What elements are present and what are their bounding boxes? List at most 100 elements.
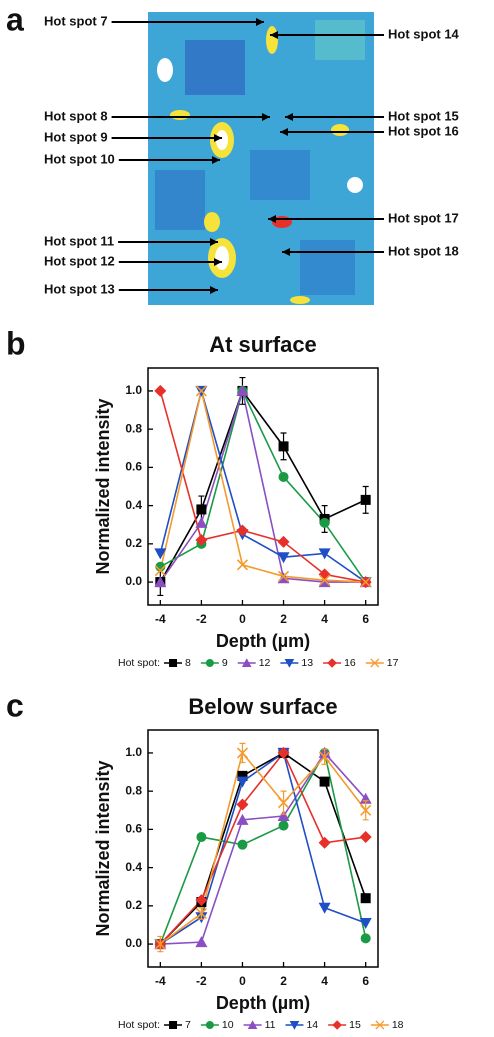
y-axis-label: Normalized intensity xyxy=(93,398,113,574)
x-tick-label: 4 xyxy=(321,612,328,626)
marker xyxy=(236,524,249,537)
x-tick-label: 6 xyxy=(362,612,369,626)
marker xyxy=(237,839,248,850)
marker xyxy=(236,798,249,811)
marker xyxy=(236,559,249,571)
legend-marker xyxy=(241,658,252,667)
x-tick-label: -2 xyxy=(196,974,207,988)
heatmap-spot xyxy=(170,110,190,120)
chart-title: At surface xyxy=(209,332,317,357)
arrow-head xyxy=(210,286,218,294)
series-line xyxy=(159,389,367,583)
legend-marker xyxy=(327,658,337,668)
y-tick-label: 1.0 xyxy=(125,745,142,759)
marker xyxy=(319,776,330,787)
legend-label: 15 xyxy=(349,1019,361,1031)
legend-marker xyxy=(247,1020,258,1029)
y-tick-label: 0.8 xyxy=(125,783,142,797)
plot-frame xyxy=(147,729,379,968)
heatmap-spot xyxy=(215,246,229,270)
marker xyxy=(278,471,289,482)
marker xyxy=(277,552,290,564)
marker xyxy=(359,918,372,930)
arrow-head xyxy=(282,248,290,256)
marker xyxy=(360,933,371,944)
legend-label: 9 xyxy=(222,657,228,669)
marker xyxy=(236,384,249,396)
y-axis-label: Normalized intensity xyxy=(93,760,113,936)
marker xyxy=(277,797,290,809)
marker xyxy=(154,938,166,950)
marker xyxy=(195,894,208,907)
legend-label: 10 xyxy=(222,1019,234,1031)
series-line xyxy=(159,751,367,945)
hot-spot-label: Hot spot 15 xyxy=(388,108,459,123)
marker xyxy=(237,770,248,781)
marker xyxy=(196,504,207,515)
heatmap-spot xyxy=(157,58,173,82)
heatmap-patch xyxy=(155,170,205,230)
legend-marker xyxy=(375,1020,385,1030)
legend-label: 11 xyxy=(265,1019,276,1031)
x-tick-label: 0 xyxy=(239,974,246,988)
series-line xyxy=(159,387,366,583)
legend-label: 17 xyxy=(387,657,399,669)
arrow-head xyxy=(214,258,222,266)
hot-spot-label: Hot spot 10 xyxy=(44,151,115,166)
series-line xyxy=(159,751,366,945)
marker xyxy=(277,535,290,548)
hot-spot-label: Hot spot 7 xyxy=(44,13,108,28)
marker xyxy=(319,517,330,528)
legend-marker xyxy=(169,659,178,667)
heatmap-patch xyxy=(250,150,310,200)
hot-spot-label: Hot spot 9 xyxy=(44,129,108,144)
legend-label: 8 xyxy=(185,657,191,669)
hot-spot-label: Hot spot 14 xyxy=(388,26,460,41)
hot-spot-label: Hot spot 12 xyxy=(44,253,115,268)
panel-letter: b xyxy=(6,325,26,361)
y-tick-label: 0.6 xyxy=(125,460,142,474)
legend-marker xyxy=(289,1021,300,1030)
legend-label: 16 xyxy=(344,657,356,669)
x-tick-label: 0 xyxy=(239,612,246,626)
heatmap xyxy=(148,12,374,305)
heatmap-spot xyxy=(216,130,228,150)
plot-frame xyxy=(147,367,379,606)
marker xyxy=(277,570,290,582)
y-tick-label: 0.2 xyxy=(125,898,142,912)
x-tick-label: 6 xyxy=(362,974,369,988)
panel-letter: c xyxy=(6,687,24,723)
arrow-head xyxy=(285,113,293,121)
marker xyxy=(278,441,289,452)
x-tick-label: -4 xyxy=(155,612,166,626)
marker xyxy=(195,936,208,948)
series-line xyxy=(159,388,367,583)
marker xyxy=(360,804,372,816)
marker xyxy=(154,565,166,577)
legend-title: Hot spot: xyxy=(118,657,160,669)
marker xyxy=(195,385,207,397)
heatmap-spot xyxy=(266,26,278,54)
marker xyxy=(154,548,167,560)
chart-title: Below surface xyxy=(188,694,337,719)
y-tick-label: 0.4 xyxy=(125,498,142,512)
marker xyxy=(236,776,249,788)
marker xyxy=(359,831,372,844)
hot-spot-label: Hot spot 17 xyxy=(388,210,459,225)
arrow-head xyxy=(214,134,222,142)
series-line xyxy=(159,750,367,945)
x-tick-label: 4 xyxy=(321,974,328,988)
marker xyxy=(236,813,249,825)
legend-label: 13 xyxy=(301,657,313,669)
marker xyxy=(195,516,208,528)
series-line xyxy=(159,390,366,583)
marker xyxy=(154,576,167,588)
series-line xyxy=(159,390,366,583)
y-tick-label: 0.2 xyxy=(125,536,142,550)
heatmap-patch xyxy=(185,40,245,95)
marker xyxy=(277,810,290,822)
y-tick-label: 0.0 xyxy=(125,574,142,588)
hot-spot-label: Hot spot 18 xyxy=(388,243,459,258)
heatmap-patch xyxy=(300,240,355,295)
